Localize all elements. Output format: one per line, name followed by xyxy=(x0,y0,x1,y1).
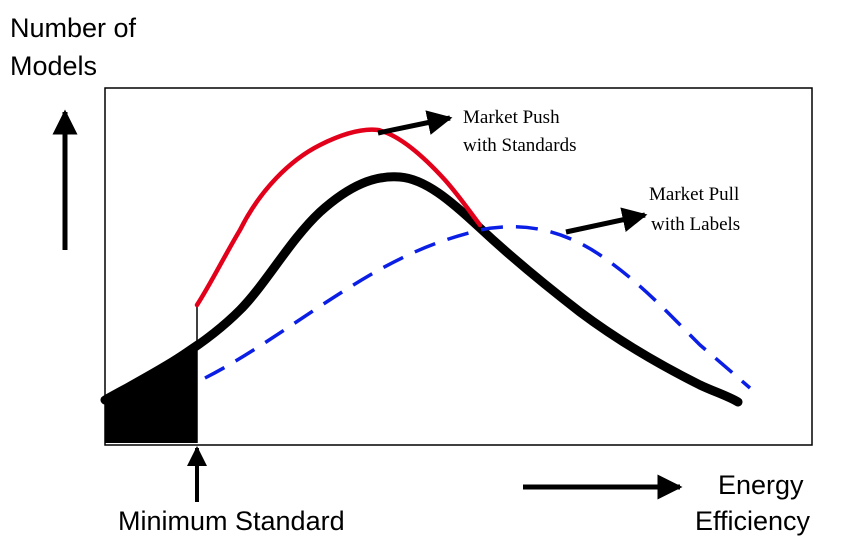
market-push-label-line2: with Standards xyxy=(463,135,576,156)
x-axis-label-line2: Efficiency xyxy=(695,506,811,536)
y-axis-label-line1: Number of xyxy=(10,13,137,43)
baseline-market-curve xyxy=(100,172,743,407)
plot-frame xyxy=(104,87,813,446)
market-pull-label-line1: Market Pull xyxy=(649,184,739,205)
market-push-label-line1: Market Push xyxy=(463,107,560,128)
minimum-standard-label: Minimum Standard xyxy=(118,506,345,536)
market-push-curve xyxy=(194,127,483,308)
market-pull-callout-arrow xyxy=(565,207,648,235)
x-axis-label-line1: Energy xyxy=(718,470,804,500)
market-push-callout-arrow xyxy=(377,110,453,136)
y-axis-label-line2: Models xyxy=(10,51,97,81)
market-pull-curve xyxy=(204,224,752,390)
market-pull-label-line2: with Labels xyxy=(651,214,740,235)
